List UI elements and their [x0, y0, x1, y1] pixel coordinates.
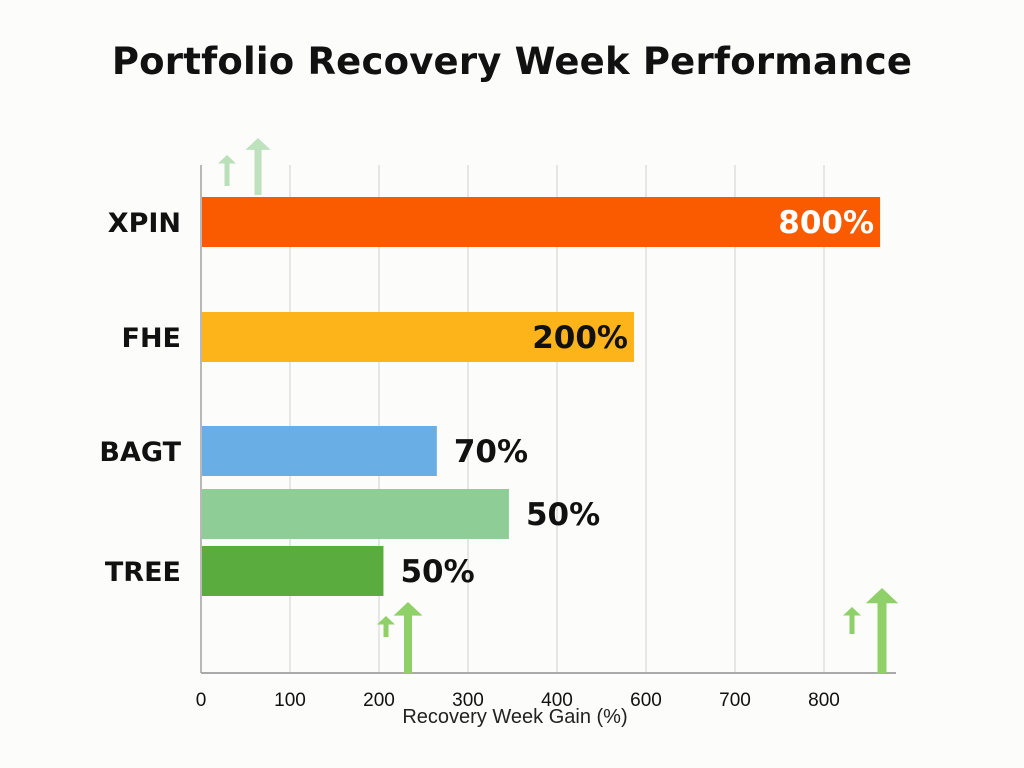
category-label: XPIN: [108, 208, 181, 239]
up-arrow-icon: [843, 607, 861, 634]
bar-tree: [202, 546, 384, 596]
data-label: 200%: [532, 320, 628, 356]
x-tick-label: 600: [630, 690, 662, 711]
up-arrow-icon: [245, 138, 271, 195]
x-tick-label: 400: [541, 690, 573, 711]
x-tick-label: 200: [363, 690, 395, 711]
bar-unlabeled: [202, 489, 509, 539]
x-tick-label: 100: [274, 690, 306, 711]
category-label: FHE: [122, 323, 181, 354]
data-label: 70%: [454, 434, 528, 470]
x-tick-label: 0: [196, 690, 207, 711]
x-tick-label: 300: [452, 690, 484, 711]
x-tick-label: 800: [808, 690, 840, 711]
data-label: 50%: [526, 497, 600, 533]
up-arrow-icon: [218, 155, 236, 186]
bar-fhe: [202, 312, 634, 362]
category-label: BAGT: [99, 437, 181, 468]
up-arrow-icon: [393, 602, 423, 673]
x-axis-label: Recovery Week Gain (%): [402, 706, 627, 728]
up-arrow-icon: [865, 588, 899, 673]
x-tick-label: 700: [719, 690, 751, 711]
bar-xpin: [202, 197, 881, 247]
bar-bagt: [202, 426, 437, 476]
up-arrow-icon: [377, 616, 395, 637]
data-label: 800%: [778, 205, 874, 241]
data-label: 50%: [400, 554, 474, 590]
chart-title: Portfolio Recovery Week Performance: [111, 40, 913, 83]
category-label: TREE: [105, 557, 181, 588]
